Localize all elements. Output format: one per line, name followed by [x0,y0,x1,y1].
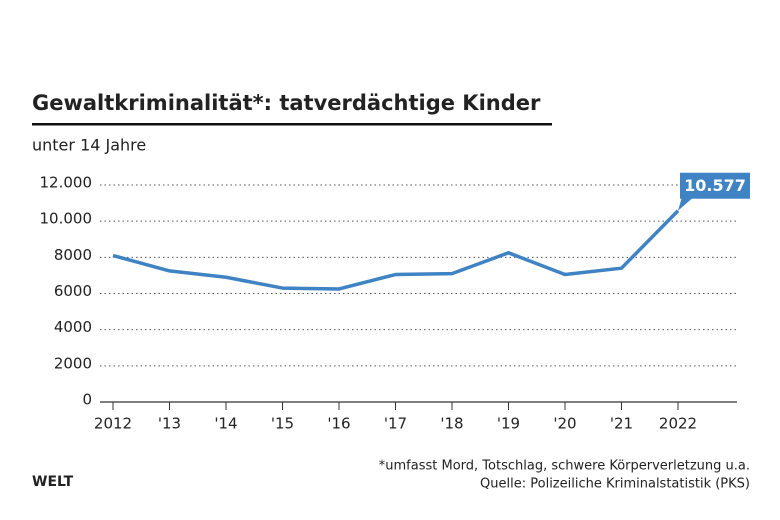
line [112,209,680,291]
x-tick-label: 2022 [659,415,697,433]
source: Quelle: Polizeiliche Kriminalstatistik (… [480,477,750,492]
title-rule [32,123,552,126]
x-tick-label: '17 [384,415,407,433]
y-tick-label: 10.000 [40,210,93,228]
x-tick-label: '20 [553,415,576,433]
y-tick-label: 0 [82,391,92,409]
y-tick-label: 4000 [54,318,92,336]
x-tick-label: 2012 [94,415,132,433]
y-tick-label: 8000 [54,246,92,264]
x-tick-label: '21 [610,415,633,433]
x-tick-label: '14 [214,415,237,433]
y-tick-label: 12.000 [40,174,93,192]
footnote: *umfasst Mord, Totschlag, schwere Körper… [379,459,750,474]
x-tick-label: '18 [440,415,463,433]
label-box [680,172,750,199]
data-label: 10.577 [684,176,746,195]
brand: WELT [32,474,74,490]
x-tick-label: '15 [271,415,294,433]
subtitle: unter 14 Jahre [32,136,146,155]
y-tick-label: 6000 [54,282,92,300]
x-tick-label: '19 [497,415,520,433]
y-tick-label: 2000 [54,354,92,372]
x-tick-label: '13 [158,415,181,433]
label-pointer [678,196,694,211]
x-tick-label: '16 [327,415,350,433]
chart-title: Gewaltkriminalität*: tatverdächtige Kind… [32,91,541,115]
